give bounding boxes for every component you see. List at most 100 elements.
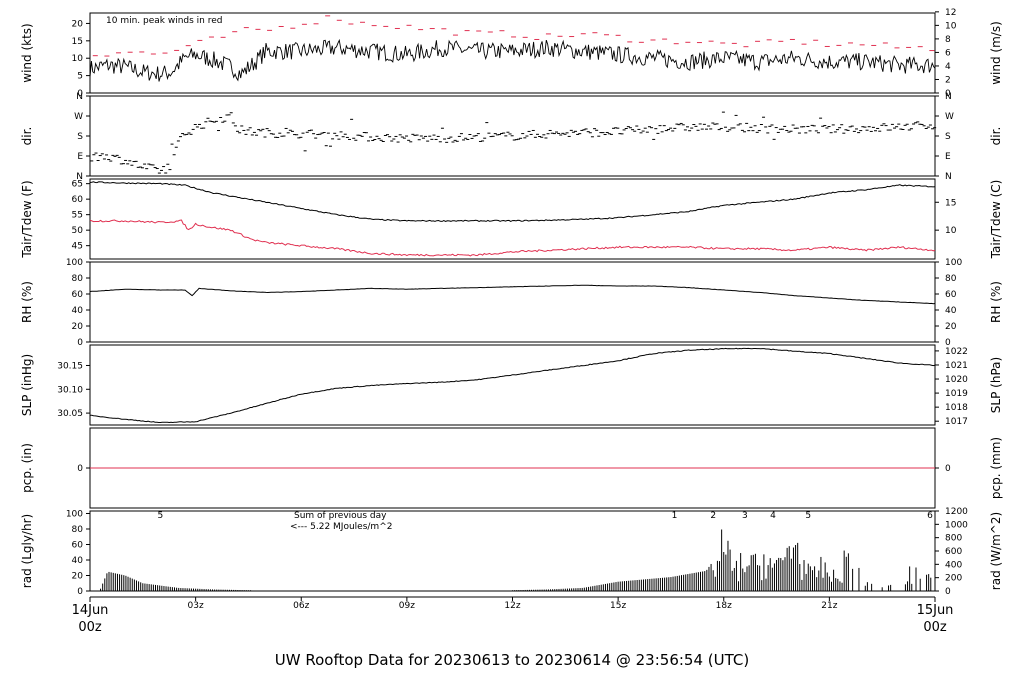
wind-panel-frame	[89, 12, 936, 94]
slp-left-tick-label: 30.15	[57, 361, 83, 371]
pcp-ylabel: pcp. (in)	[20, 443, 34, 493]
rad-right-tick-label: 1000	[945, 520, 968, 530]
rad-day-marker: 1	[672, 511, 678, 521]
rad-ylabel-right: rad (W/m^2)	[989, 512, 1003, 590]
dir-left-tick-label: N	[76, 172, 83, 182]
slp-right-tick-label: 1022	[945, 347, 968, 357]
x-axis-tick-label: 09z	[399, 601, 415, 611]
temp-right-tick-label: 10	[945, 226, 957, 236]
rh-left-tick-label: 0	[77, 338, 83, 348]
wind-left-tick-label: 0	[77, 89, 83, 99]
x-axis-tick-label: 15z	[610, 601, 626, 611]
rad-day-marker: 5	[158, 511, 164, 521]
rad-left-tick-label: 100	[66, 509, 83, 519]
x-axis-tick-label: 06z	[293, 601, 309, 611]
wind-left-tick-label: 15	[72, 37, 83, 47]
x-axis-tick-label: 12z	[504, 601, 520, 611]
temp-left-tick-label: 45	[72, 242, 83, 252]
temp-left-tick-label: 50	[72, 226, 84, 236]
dir-right-tick-label: N	[945, 172, 952, 182]
rad-left-tick-label: 80	[72, 525, 84, 535]
pcp-left-tick-label: 0	[77, 464, 83, 474]
slp-right-tick-label: 1018	[945, 403, 968, 413]
dir-right-tick-label: S	[945, 132, 951, 142]
rh-left-tick-label: 60	[72, 290, 84, 300]
x-axis-tick-label: 18z	[716, 601, 732, 611]
temp-series-tair	[89, 181, 936, 222]
rad-right-tick-label: 800	[945, 534, 962, 544]
rh-ylabel-right: RH (%)	[989, 281, 1003, 323]
wind-series-line	[89, 38, 936, 82]
rad-ylabel: rad (Lgly/hr)	[20, 514, 34, 588]
rad-day-marker: 2	[710, 511, 716, 521]
rh-right-tick-label: 100	[945, 258, 962, 268]
wind-right-tick-label: 0	[945, 89, 951, 99]
x-axis-end-date: 15Jun	[917, 603, 954, 618]
rh-right-tick-label: 20	[945, 322, 957, 332]
wind-left-tick-label: 10	[72, 54, 84, 64]
wind-annotation: 10 min. peak winds in red	[106, 16, 223, 26]
rad-left-tick-label: 0	[77, 587, 83, 597]
rh-series-rh	[89, 284, 936, 305]
slp-right-tick-label: 1019	[945, 389, 968, 399]
dir-ylabel: dir.	[20, 127, 34, 146]
pcp-right-tick-label: 0	[945, 464, 951, 474]
rad-right-tick-label: 1200	[945, 507, 968, 517]
temp-series-tdew	[89, 219, 936, 257]
rh-right-tick-label: 0	[945, 338, 951, 348]
dir-left-tick-label: E	[77, 152, 83, 162]
x-axis-tick-label: 03z	[188, 601, 204, 611]
slp-panel-frame	[89, 344, 936, 426]
temp-panel-frame	[89, 178, 936, 260]
x-axis-tick-label: 21z	[821, 601, 837, 611]
slp-left-tick-label: 30.05	[57, 409, 83, 419]
wind-right-tick-label: 12	[945, 8, 956, 18]
rad-day-marker: 6	[927, 511, 933, 521]
wind-right-tick-label: 10	[945, 21, 957, 31]
rad-right-tick-label: 0	[945, 587, 951, 597]
rh-right-tick-label: 60	[945, 290, 957, 300]
slp-ylabel: SLP (inHg)	[20, 354, 34, 416]
rh-left-tick-label: 40	[72, 306, 84, 316]
temp-left-tick-label: 55	[72, 211, 83, 221]
rad-right-tick-label: 600	[945, 547, 962, 557]
slp-ylabel-right: SLP (hPa)	[989, 357, 1003, 413]
rad-left-tick-label: 60	[72, 540, 84, 550]
temp-ylabel: Tair/Tdew (F)	[20, 180, 34, 258]
dir-right-tick-label: N	[945, 92, 952, 102]
slp-left-tick-label: 30.10	[57, 385, 83, 395]
rh-ylabel: RH (%)	[20, 281, 34, 323]
wind-right-tick-label: 4	[945, 62, 951, 72]
rad-left-tick-label: 20	[72, 571, 84, 581]
temp-ylabel-right: Tair/Tdew (C)	[989, 180, 1003, 260]
dir-ylabel-right: dir.	[989, 127, 1003, 146]
rh-left-tick-label: 20	[72, 322, 84, 332]
rh-right-tick-label: 80	[945, 274, 957, 284]
dir-left-tick-label: S	[77, 132, 83, 142]
wind-left-tick-label: 5	[77, 72, 83, 82]
wind-right-tick-label: 2	[945, 75, 951, 85]
temp-left-tick-label: 60	[72, 195, 84, 205]
wind-left-tick-label: 20	[72, 19, 84, 29]
rad-right-tick-label: 400	[945, 560, 962, 570]
rh-left-tick-label: 80	[72, 274, 84, 284]
slp-series-slp	[89, 347, 936, 424]
rh-right-tick-label: 40	[945, 306, 957, 316]
x-axis-start-time: 00z	[78, 620, 102, 635]
rad-left-tick-label: 40	[72, 556, 84, 566]
wind-ylabel: wind (kts)	[20, 23, 34, 82]
wind-right-tick-label: 6	[945, 48, 951, 58]
dir-right-tick-label: E	[945, 152, 951, 162]
slp-right-tick-label: 1020	[945, 375, 968, 385]
rad-right-tick-label: 200	[945, 574, 962, 584]
temp-right-tick-label: 15	[945, 198, 956, 208]
rad-day-marker: 5	[805, 511, 811, 521]
dir-left-tick-label: W	[74, 112, 83, 122]
rh-left-tick-label: 100	[66, 258, 83, 268]
temp-left-tick-label: 65	[72, 180, 83, 190]
dir-right-tick-label: W	[945, 112, 954, 122]
slp-right-tick-label: 1017	[945, 417, 968, 427]
dir-left-tick-label: N	[76, 92, 83, 102]
x-axis-end-time: 00z	[923, 620, 947, 635]
